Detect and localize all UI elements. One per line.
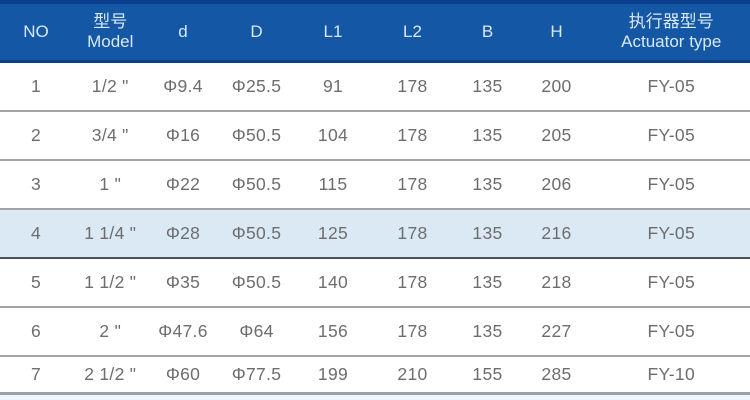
cell-B: 135 [454, 307, 521, 357]
cell-D: Φ64 [217, 307, 296, 357]
cell-B: 155 [454, 356, 521, 395]
column-header-L1: L1 [295, 0, 371, 63]
cell-no: 5 [0, 258, 72, 308]
cell-L2: 178 [370, 111, 455, 161]
cell-actuator: FY-05 [592, 111, 750, 161]
cell-d: Φ9.4 [148, 61, 218, 112]
cell-L1: 104 [295, 111, 371, 161]
cell-H: 285 [520, 356, 593, 395]
cell-d: Φ35 [148, 258, 218, 308]
cell-B: 135 [454, 209, 521, 259]
cell-L1: 140 [295, 258, 371, 308]
column-header-B: B [454, 0, 521, 63]
cell-L1: 199 [295, 356, 371, 395]
cell-model: 1 1/2 " [72, 258, 149, 308]
cell-H: 227 [520, 307, 593, 357]
cell-model: 2 1/2 " [72, 356, 149, 395]
column-header-d: d [148, 0, 218, 63]
cell-L2: 178 [370, 160, 455, 210]
cell-L2: 178 [370, 307, 455, 357]
cell-d: Φ28 [148, 209, 218, 259]
column-header-actuator: 执行器型号 Actuator type [592, 0, 750, 63]
cell-model: 2 " [72, 307, 149, 357]
cell-B: 135 [454, 61, 521, 112]
column-header-model: 型号 Model [72, 0, 149, 63]
cell-d: Φ22 [148, 160, 218, 210]
cell-B: 135 [454, 111, 521, 161]
table-body: 1 1/2 " Φ9.4 Φ25.5 91 178 135 200 FY-05 2 3/4 " Φ16… [0, 61, 750, 395]
cell-no: 3 [0, 160, 72, 210]
cell-actuator: FY-05 [592, 258, 750, 308]
cell-L1: 125 [295, 209, 371, 259]
cell-L2: 178 [370, 209, 455, 259]
cell-d: Φ16 [148, 111, 218, 161]
cell-H: 200 [520, 61, 593, 112]
cell-model: 1 1/4 " [72, 209, 149, 259]
cell-d: Φ60 [148, 356, 218, 395]
cell-actuator: FY-05 [592, 209, 750, 259]
cell-model: 1/2 " [72, 61, 149, 112]
cell-L2: 178 [370, 61, 455, 112]
cell-D: Φ50.5 [217, 209, 296, 259]
cell-H: 218 [520, 258, 593, 308]
cell-no: 1 [0, 61, 72, 112]
cell-no: 6 [0, 307, 72, 357]
cell-actuator: FY-05 [592, 61, 750, 112]
cell-L2: 178 [370, 258, 455, 308]
cell-actuator: FY-05 [592, 160, 750, 210]
table-row-2: 2 3/4 " Φ16 Φ50.5 104 178 135 205 FY-05 [0, 111, 750, 161]
cell-no: 4 [0, 209, 72, 259]
cell-B: 135 [454, 258, 521, 308]
header-row: NO 型号 Model d D L1 L2 B H 执行器型号 Actuator type [0, 0, 750, 63]
cell-L1: 91 [295, 61, 371, 112]
table-header: NO 型号 Model d D L1 L2 B H 执行器型号 Actuator type [0, 0, 750, 63]
cell-D: Φ50.5 [217, 160, 296, 210]
cell-B: 135 [454, 160, 521, 210]
cell-H: 206 [520, 160, 593, 210]
cell-D: Φ77.5 [217, 356, 296, 395]
cell-no: 2 [0, 111, 72, 161]
cell-d: Φ47.6 [148, 307, 218, 357]
cell-H: 205 [520, 111, 593, 161]
cell-L1: 115 [295, 160, 371, 210]
cell-actuator: FY-05 [592, 307, 750, 357]
column-header-D: D [217, 0, 296, 63]
cell-no: 7 [0, 356, 72, 395]
cell-D: Φ50.5 [217, 258, 296, 308]
cell-H: 216 [520, 209, 593, 259]
cell-model: 3/4 " [72, 111, 149, 161]
cell-model: 1 " [72, 160, 149, 210]
cell-actuator: FY-10 [592, 356, 750, 395]
table-row-1: 1 1/2 " Φ9.4 Φ25.5 91 178 135 200 FY-05 [0, 61, 750, 112]
cell-L2: 210 [370, 356, 455, 395]
cell-D: Φ25.5 [217, 61, 296, 112]
bottom-strip [0, 395, 750, 400]
cell-L1: 156 [295, 307, 371, 357]
column-header-L2: L2 [370, 0, 455, 63]
cell-D: Φ50.5 [217, 111, 296, 161]
column-header-no: NO [0, 0, 72, 63]
column-header-H: H [520, 0, 593, 63]
